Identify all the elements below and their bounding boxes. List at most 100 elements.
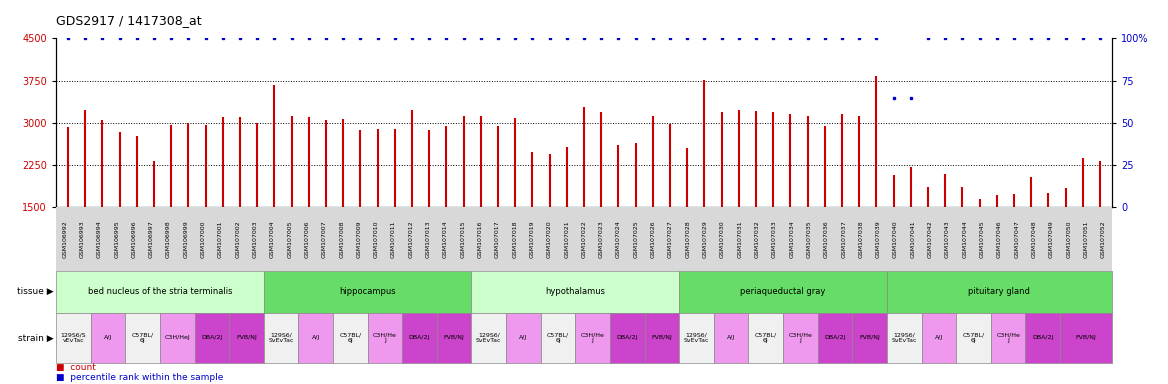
Text: GSM106992: GSM106992 <box>62 220 68 258</box>
Text: C3H/He
J: C3H/He J <box>373 333 397 343</box>
Text: GSM107032: GSM107032 <box>755 220 759 258</box>
Text: FVB/NJ: FVB/NJ <box>444 335 465 341</box>
Text: tissue ▶: tissue ▶ <box>18 287 54 296</box>
Text: GSM107011: GSM107011 <box>391 220 396 258</box>
Text: GSM107015: GSM107015 <box>460 220 465 258</box>
Text: GSM107018: GSM107018 <box>513 220 517 258</box>
Text: C3H/HeJ: C3H/HeJ <box>165 335 190 341</box>
Text: GSM107029: GSM107029 <box>703 220 708 258</box>
Text: A/J: A/J <box>104 335 112 341</box>
Text: C3H/He
J: C3H/He J <box>788 333 812 343</box>
Text: GSM107004: GSM107004 <box>270 220 274 258</box>
Text: GSM107036: GSM107036 <box>823 220 829 258</box>
Text: GSM107027: GSM107027 <box>668 220 673 258</box>
Text: GSM107045: GSM107045 <box>980 220 985 258</box>
Text: 129S6/
SvEvTac: 129S6/ SvEvTac <box>683 333 709 343</box>
Text: GSM106997: GSM106997 <box>148 220 154 258</box>
Text: 129S6/S
vEvTac: 129S6/S vEvTac <box>61 333 86 343</box>
Text: DBA/2J: DBA/2J <box>825 335 846 341</box>
Text: GSM107017: GSM107017 <box>495 220 500 258</box>
Text: GSM107038: GSM107038 <box>858 220 863 258</box>
Text: GSM107023: GSM107023 <box>599 220 604 258</box>
Text: GSM107007: GSM107007 <box>322 220 327 258</box>
Text: GSM107034: GSM107034 <box>790 220 794 258</box>
Text: pituitary gland: pituitary gland <box>968 287 1030 296</box>
Text: GSM107037: GSM107037 <box>841 220 846 258</box>
Text: DBA/2J: DBA/2J <box>1033 335 1054 341</box>
Text: GSM107042: GSM107042 <box>927 220 933 258</box>
Text: bed nucleus of the stria terminalis: bed nucleus of the stria terminalis <box>88 287 232 296</box>
Text: C57BL/
6J: C57BL/ 6J <box>755 333 777 343</box>
Text: ■  count: ■ count <box>56 364 96 372</box>
Text: GSM107048: GSM107048 <box>1031 220 1036 258</box>
Text: C3H/He
J: C3H/He J <box>996 333 1020 343</box>
Text: GSM107039: GSM107039 <box>876 220 881 258</box>
Text: ■  percentile rank within the sample: ■ percentile rank within the sample <box>56 373 223 382</box>
Text: GSM106998: GSM106998 <box>166 220 171 258</box>
Text: GSM106994: GSM106994 <box>97 220 102 258</box>
Text: GSM107051: GSM107051 <box>1084 220 1089 258</box>
Text: DBA/2J: DBA/2J <box>617 335 638 341</box>
Text: GSM106995: GSM106995 <box>114 220 119 258</box>
Text: GSM106999: GSM106999 <box>183 220 188 258</box>
Text: FVB/NJ: FVB/NJ <box>236 335 257 341</box>
Text: GSM107022: GSM107022 <box>582 220 586 258</box>
Text: FVB/NJ: FVB/NJ <box>1076 335 1097 341</box>
Text: periaqueductal gray: periaqueductal gray <box>741 287 826 296</box>
Text: GSM106993: GSM106993 <box>79 220 84 258</box>
Text: GSM107033: GSM107033 <box>772 220 777 258</box>
Text: hippocampus: hippocampus <box>340 287 396 296</box>
Text: GSM107019: GSM107019 <box>529 220 535 258</box>
Text: A/J: A/J <box>726 335 735 341</box>
Text: C57BL/
6J: C57BL/ 6J <box>547 333 569 343</box>
Text: GSM107001: GSM107001 <box>218 220 223 258</box>
Text: GSM107049: GSM107049 <box>1049 220 1054 258</box>
Text: GSM107052: GSM107052 <box>1100 220 1106 258</box>
Text: FVB/NJ: FVB/NJ <box>860 335 880 341</box>
Text: GSM107040: GSM107040 <box>894 220 898 258</box>
Text: GSM107026: GSM107026 <box>651 220 655 258</box>
Text: GSM107035: GSM107035 <box>807 220 812 258</box>
Text: 129S6/
SvEvTac: 129S6/ SvEvTac <box>891 333 917 343</box>
Text: GSM107003: GSM107003 <box>252 220 258 258</box>
Text: GSM106996: GSM106996 <box>132 220 137 258</box>
Text: GSM107031: GSM107031 <box>737 220 743 258</box>
Text: 129S6/
SvEvTac: 129S6/ SvEvTac <box>269 333 294 343</box>
Text: GSM107012: GSM107012 <box>409 220 413 258</box>
Text: GSM107030: GSM107030 <box>719 220 725 258</box>
Text: GSM107044: GSM107044 <box>962 220 967 258</box>
Text: C57BL/
6J: C57BL/ 6J <box>132 333 154 343</box>
Text: DBA/2J: DBA/2J <box>201 335 223 341</box>
Text: A/J: A/J <box>312 335 320 341</box>
Text: GSM107025: GSM107025 <box>633 220 639 258</box>
Text: GSM107046: GSM107046 <box>997 220 1002 258</box>
Text: GDS2917 / 1417308_at: GDS2917 / 1417308_at <box>56 14 202 27</box>
Text: GSM107028: GSM107028 <box>686 220 690 258</box>
Text: GSM107010: GSM107010 <box>374 220 378 258</box>
Text: GSM107008: GSM107008 <box>339 220 345 258</box>
Text: GSM107041: GSM107041 <box>910 220 916 258</box>
Text: GSM107009: GSM107009 <box>356 220 361 258</box>
Text: GSM107043: GSM107043 <box>945 220 950 258</box>
Text: GSM107000: GSM107000 <box>201 220 206 258</box>
Text: GSM107013: GSM107013 <box>425 220 431 258</box>
Text: GSM107016: GSM107016 <box>478 220 482 258</box>
Text: strain ▶: strain ▶ <box>18 333 54 343</box>
Text: C57BL/
6J: C57BL/ 6J <box>339 333 361 343</box>
Text: C57BL/
6J: C57BL/ 6J <box>962 333 985 343</box>
Text: GSM107047: GSM107047 <box>1014 220 1020 258</box>
Text: GSM107002: GSM107002 <box>235 220 241 258</box>
Text: FVB/NJ: FVB/NJ <box>652 335 673 341</box>
Text: GSM107021: GSM107021 <box>564 220 569 258</box>
Text: GSM107020: GSM107020 <box>547 220 552 258</box>
Text: hypothalamus: hypothalamus <box>545 287 605 296</box>
Text: C3H/He
J: C3H/He J <box>580 333 605 343</box>
Text: GSM107005: GSM107005 <box>287 220 292 258</box>
Text: GSM107024: GSM107024 <box>616 220 621 258</box>
Text: 129S6/
SvEvTac: 129S6/ SvEvTac <box>477 333 501 343</box>
Text: A/J: A/J <box>934 335 943 341</box>
Text: GSM107014: GSM107014 <box>443 220 449 258</box>
Text: GSM107006: GSM107006 <box>305 220 310 258</box>
Text: A/J: A/J <box>520 335 528 341</box>
Text: DBA/2J: DBA/2J <box>409 335 430 341</box>
